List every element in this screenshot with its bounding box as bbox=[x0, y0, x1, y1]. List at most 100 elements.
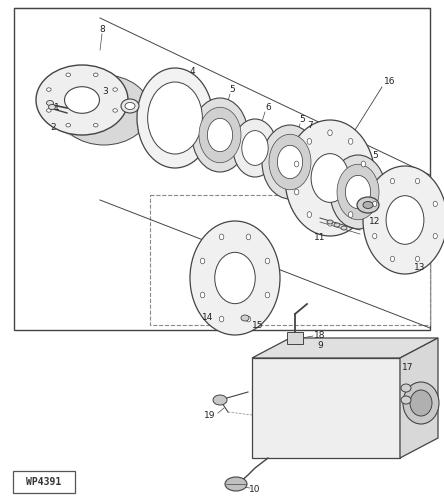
Ellipse shape bbox=[401, 384, 411, 392]
Ellipse shape bbox=[246, 234, 251, 240]
Ellipse shape bbox=[47, 100, 53, 105]
Text: 5: 5 bbox=[372, 150, 378, 160]
Ellipse shape bbox=[262, 125, 318, 199]
Text: 10: 10 bbox=[249, 486, 261, 494]
Ellipse shape bbox=[113, 108, 118, 112]
Text: 6: 6 bbox=[265, 104, 271, 112]
Ellipse shape bbox=[233, 119, 277, 177]
Ellipse shape bbox=[219, 316, 224, 322]
Ellipse shape bbox=[47, 88, 51, 92]
Ellipse shape bbox=[225, 477, 247, 491]
Bar bbox=[287, 332, 303, 344]
Ellipse shape bbox=[328, 130, 332, 136]
Ellipse shape bbox=[416, 256, 420, 262]
Ellipse shape bbox=[373, 201, 377, 206]
Ellipse shape bbox=[200, 292, 205, 298]
Text: 11: 11 bbox=[314, 234, 326, 242]
Ellipse shape bbox=[215, 252, 255, 304]
Ellipse shape bbox=[307, 212, 312, 218]
Ellipse shape bbox=[330, 155, 386, 229]
Ellipse shape bbox=[93, 124, 98, 127]
Ellipse shape bbox=[285, 120, 375, 236]
Bar bbox=[150, 195, 430, 325]
Text: WP4391: WP4391 bbox=[26, 477, 62, 487]
Text: 5: 5 bbox=[299, 116, 305, 124]
Text: 7: 7 bbox=[307, 120, 313, 130]
Ellipse shape bbox=[403, 382, 439, 424]
Ellipse shape bbox=[207, 118, 233, 152]
Bar bbox=[14, 8, 430, 330]
Text: 13: 13 bbox=[414, 264, 426, 272]
Ellipse shape bbox=[64, 86, 99, 114]
Ellipse shape bbox=[410, 390, 432, 416]
Ellipse shape bbox=[390, 178, 395, 184]
Text: 1: 1 bbox=[54, 104, 60, 112]
Text: 14: 14 bbox=[202, 314, 214, 322]
Ellipse shape bbox=[337, 164, 379, 220]
Ellipse shape bbox=[265, 292, 270, 298]
Ellipse shape bbox=[137, 68, 213, 168]
Text: 5: 5 bbox=[229, 86, 235, 94]
Ellipse shape bbox=[113, 88, 118, 92]
Ellipse shape bbox=[200, 258, 205, 264]
Ellipse shape bbox=[416, 178, 420, 184]
Ellipse shape bbox=[66, 124, 71, 127]
Ellipse shape bbox=[361, 161, 365, 167]
Ellipse shape bbox=[433, 234, 437, 239]
Ellipse shape bbox=[219, 234, 224, 240]
Ellipse shape bbox=[345, 176, 371, 208]
Ellipse shape bbox=[47, 108, 51, 112]
Ellipse shape bbox=[328, 220, 332, 226]
Text: 19: 19 bbox=[204, 410, 216, 420]
Text: 16: 16 bbox=[384, 78, 396, 86]
Ellipse shape bbox=[241, 315, 249, 321]
Ellipse shape bbox=[294, 189, 299, 195]
Ellipse shape bbox=[246, 316, 251, 322]
Text: 18: 18 bbox=[314, 330, 326, 340]
Ellipse shape bbox=[199, 108, 241, 163]
Ellipse shape bbox=[66, 73, 71, 76]
Ellipse shape bbox=[311, 154, 349, 202]
Text: 15: 15 bbox=[252, 320, 264, 330]
Ellipse shape bbox=[357, 197, 379, 213]
Ellipse shape bbox=[363, 166, 444, 274]
Ellipse shape bbox=[278, 146, 303, 178]
Ellipse shape bbox=[121, 99, 139, 113]
Ellipse shape bbox=[36, 65, 128, 135]
Ellipse shape bbox=[373, 234, 377, 239]
Ellipse shape bbox=[192, 98, 248, 172]
Ellipse shape bbox=[48, 104, 56, 110]
Ellipse shape bbox=[433, 201, 437, 206]
Ellipse shape bbox=[58, 75, 150, 145]
Ellipse shape bbox=[363, 202, 373, 208]
FancyBboxPatch shape bbox=[13, 471, 75, 493]
Ellipse shape bbox=[390, 256, 395, 262]
Text: 17: 17 bbox=[402, 364, 414, 372]
Ellipse shape bbox=[386, 196, 424, 244]
Text: 4: 4 bbox=[189, 68, 195, 76]
Text: 3: 3 bbox=[102, 88, 108, 96]
Text: 8: 8 bbox=[99, 26, 105, 35]
Text: 2: 2 bbox=[50, 124, 56, 132]
Ellipse shape bbox=[148, 82, 202, 154]
Ellipse shape bbox=[361, 189, 365, 195]
Polygon shape bbox=[252, 358, 400, 458]
Ellipse shape bbox=[327, 220, 333, 224]
Ellipse shape bbox=[269, 134, 311, 190]
Ellipse shape bbox=[307, 138, 312, 144]
Ellipse shape bbox=[294, 161, 299, 167]
Ellipse shape bbox=[334, 223, 340, 227]
Ellipse shape bbox=[349, 138, 353, 144]
Polygon shape bbox=[252, 338, 438, 358]
Ellipse shape bbox=[125, 102, 135, 110]
Ellipse shape bbox=[93, 73, 98, 76]
Ellipse shape bbox=[349, 212, 353, 218]
Text: 9: 9 bbox=[317, 340, 323, 349]
Ellipse shape bbox=[190, 221, 280, 335]
Ellipse shape bbox=[213, 395, 227, 405]
Ellipse shape bbox=[265, 258, 270, 264]
Ellipse shape bbox=[242, 130, 268, 166]
Ellipse shape bbox=[341, 226, 347, 230]
Ellipse shape bbox=[401, 396, 411, 404]
Polygon shape bbox=[400, 338, 438, 458]
